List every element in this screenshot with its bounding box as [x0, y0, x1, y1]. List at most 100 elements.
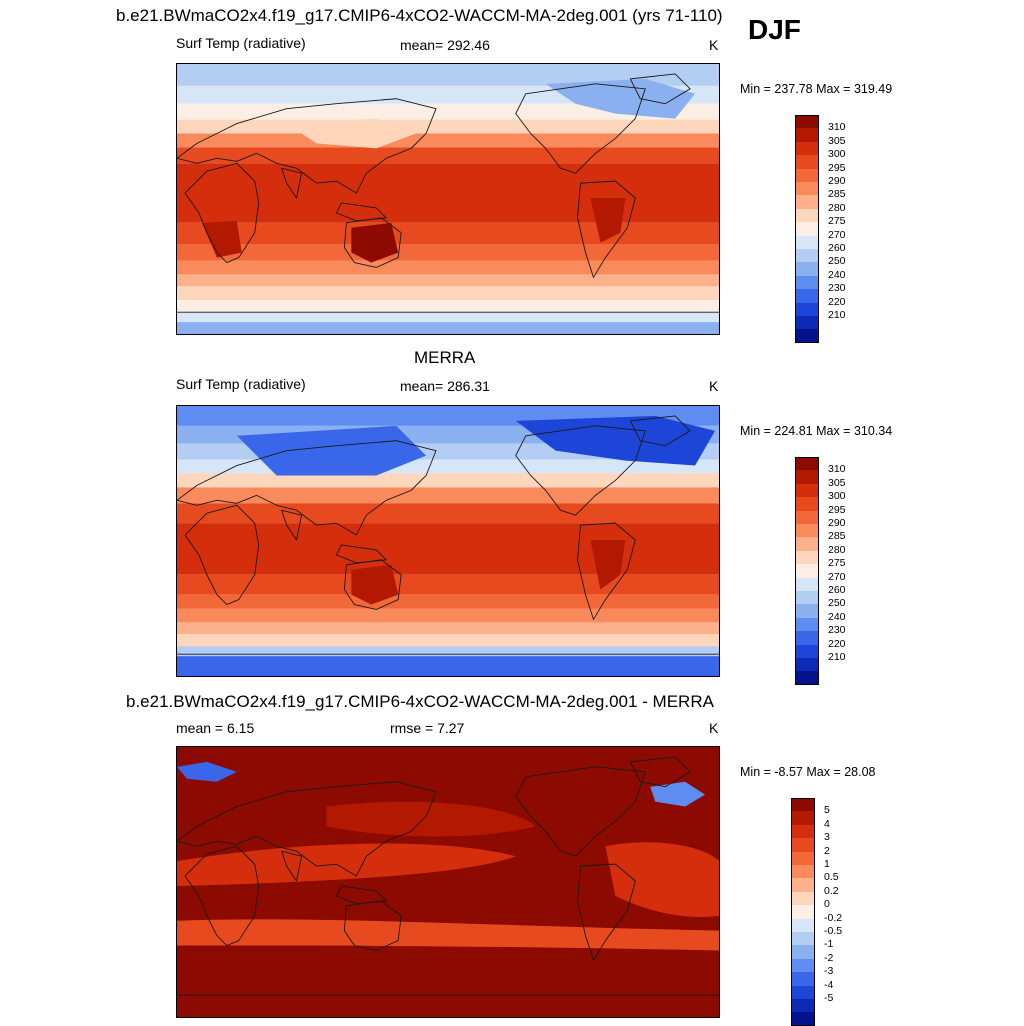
colorbar-box	[795, 208, 819, 223]
mean-label-model: mean= 292.46	[400, 37, 490, 53]
colorbar-box	[795, 182, 819, 196]
colorbar-box	[795, 564, 819, 579]
colorbar-box	[795, 604, 819, 619]
coastline	[177, 781, 437, 877]
colorbar-box	[791, 958, 815, 973]
colorbar-box	[791, 1012, 815, 1026]
units-label-diff: K	[709, 720, 719, 736]
colorbar-frame	[791, 798, 815, 1026]
mean-label-obs: mean= 286.31	[400, 378, 490, 394]
temperature-band	[177, 646, 719, 657]
colorbar-tick-label: 0.5	[824, 871, 839, 884]
coastline	[577, 522, 636, 620]
colorbar-box	[795, 644, 819, 659]
colorbar-tick-label: 305	[828, 134, 846, 147]
colorbar-tick-label: 250	[828, 597, 846, 610]
diff-band-southern	[177, 919, 719, 951]
coastline	[343, 900, 402, 951]
coastline	[177, 440, 437, 536]
hot-region-africa	[201, 220, 242, 258]
colorbar-tick-label: 260	[828, 584, 846, 596]
map-panel-model	[176, 63, 720, 335]
colorbar-tick-label: 275	[828, 215, 846, 228]
colorbar-box	[791, 945, 815, 960]
colorbar-box	[795, 235, 819, 250]
cold-region-north-america	[545, 78, 696, 119]
colorbar-tick-label: 250	[828, 255, 846, 268]
colorbar-box	[795, 195, 819, 210]
colorbar-tick-label: 300	[828, 148, 846, 161]
cold-region-north-america	[515, 415, 716, 466]
coastline	[577, 863, 636, 961]
coastline	[515, 83, 646, 174]
temperature-band	[177, 64, 719, 86]
colorbar-box	[795, 524, 819, 538]
colorbar-tick-label: 270	[828, 228, 846, 241]
cold-anomaly-labrador	[650, 781, 706, 807]
minmax-label-obs: Min = 224.81 Max = 310.34	[740, 424, 893, 438]
colorbar-box	[795, 510, 819, 525]
colorbar-box	[795, 457, 819, 471]
mean-label-diff: mean = 6.15	[176, 720, 255, 736]
map-diff	[177, 747, 719, 1017]
colorbar-tick-label: 285	[828, 530, 846, 543]
colorbar-box	[791, 865, 815, 879]
colorbar-tick-label: 5	[824, 804, 830, 817]
temperature-band	[177, 487, 719, 504]
colorbar-box	[795, 617, 819, 632]
colorbar-box	[791, 851, 815, 866]
colorbar-box	[795, 497, 819, 512]
colorbar-box	[795, 155, 819, 170]
temperature-band	[177, 147, 719, 164]
colorbar-tick-label: 0	[824, 898, 830, 911]
coastline	[629, 415, 691, 447]
temperature-band	[177, 622, 719, 635]
colorbar-tick-label: 275	[828, 557, 846, 570]
coastline	[629, 756, 691, 788]
coastline	[343, 559, 402, 610]
temperature-band	[177, 274, 719, 287]
colorbar-box	[795, 115, 819, 129]
colorbar-tick-label: 310	[828, 463, 846, 476]
colorbar-frame	[795, 115, 819, 343]
map-panel-obs	[176, 405, 720, 677]
season-label: DJF	[748, 14, 801, 45]
diff-band-tropics	[177, 843, 516, 886]
colorbar-box	[795, 631, 819, 646]
coastline	[177, 98, 437, 194]
colorbar-tick-label: 270	[828, 570, 846, 583]
colorbar-box	[791, 891, 815, 906]
coastline	[281, 850, 302, 882]
colorbar-box	[795, 550, 819, 565]
colorbar-tick-label: -5	[824, 992, 834, 1004]
colorbar-tick-label: -0.2	[824, 911, 843, 924]
colorbar-tick-label: 1	[824, 858, 830, 870]
temperature-band	[177, 300, 719, 313]
variable-label-obs: Surf Temp (radiative)	[176, 376, 306, 392]
colorbar-tick-label: 310	[828, 121, 846, 134]
colorbar-tick-label: 230	[828, 624, 846, 637]
colorbar-tick-label: 240	[828, 268, 846, 281]
colorbar-tick-label: 230	[828, 282, 846, 295]
temperature-band	[177, 163, 719, 223]
colorbar-tick-label: 295	[828, 503, 846, 516]
colorbar-box	[795, 591, 819, 605]
colorbar-tick-label: 300	[828, 490, 846, 503]
hot-region-australia	[351, 222, 399, 263]
minmax-label-diff: Min = -8.57 Max = 28.08	[740, 765, 876, 779]
colorbar-tick-label: 220	[828, 637, 846, 650]
coastline	[343, 217, 402, 268]
coastline	[281, 167, 302, 199]
diff-band-north-pacific	[326, 801, 536, 837]
temperature-band	[177, 656, 719, 676]
colorbar-box	[795, 537, 819, 552]
colorbar-box	[791, 878, 815, 893]
colorbar-tick-label: 3	[824, 831, 830, 844]
colorbar-box	[791, 905, 815, 920]
colorbar-tick-label: 4	[824, 817, 830, 830]
temperature-band	[177, 312, 719, 323]
map-panel-diff	[176, 746, 720, 1018]
colorbar-box	[791, 838, 815, 853]
mild-region-asia	[286, 118, 417, 149]
colorbar-box	[795, 658, 819, 672]
